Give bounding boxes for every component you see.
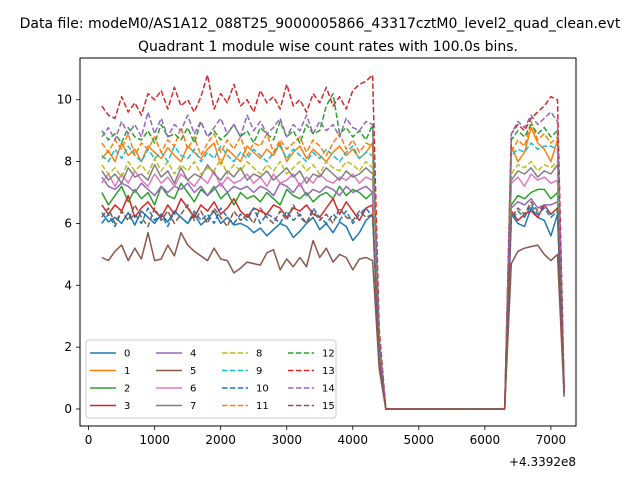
- legend-label: 14: [322, 384, 335, 395]
- legend-label: 7: [190, 401, 196, 412]
- x-tick-label: 6000: [470, 433, 501, 447]
- x-tick-label: 4000: [337, 433, 368, 447]
- legend-label: 3: [124, 401, 130, 412]
- legend-box: [85, 339, 337, 419]
- y-tick-label: 8: [64, 155, 72, 169]
- y-tick-label: 2: [64, 340, 72, 354]
- legend-label: 0: [124, 349, 130, 360]
- legend-label: 1: [124, 366, 130, 377]
- legend-label: 6: [190, 384, 196, 395]
- x-tick-label: 0: [85, 433, 93, 447]
- x-tick-label: 3000: [271, 433, 302, 447]
- legend-label: 9: [256, 366, 262, 377]
- legend-label: 15: [322, 401, 335, 412]
- legend-label: 12: [322, 349, 335, 360]
- series-line-12: [101, 92, 565, 410]
- legend-label: 5: [190, 366, 196, 377]
- y-tick-label: 6: [64, 216, 72, 230]
- legend-label: 13: [322, 366, 335, 377]
- suptitle: Data file: modeM0/AS1A12_088T25_90000058…: [20, 16, 621, 32]
- y-tick-label: 10: [57, 93, 72, 107]
- legend-label: 4: [190, 349, 196, 360]
- legend-label: 2: [124, 384, 130, 395]
- legend-label: 11: [256, 401, 269, 412]
- y-tick-label: 0: [64, 402, 72, 416]
- legend-label: 8: [256, 349, 262, 360]
- series-layer: [101, 74, 565, 410]
- x-tick-label: 5000: [404, 433, 435, 447]
- chart-title: Quadrant 1 module wise count rates with …: [138, 39, 518, 55]
- x-tick-label: 7000: [536, 433, 567, 447]
- plot-frame: [79, 57, 577, 427]
- x-tick-label: 2000: [205, 433, 236, 447]
- x-offset-label: +4.3392e8: [509, 455, 576, 469]
- series-line-8: [101, 157, 565, 410]
- legend-label: 10: [256, 384, 269, 395]
- x-tick-label: 1000: [139, 433, 170, 447]
- series-line-15: [101, 201, 565, 410]
- y-tick-label: 4: [64, 278, 72, 292]
